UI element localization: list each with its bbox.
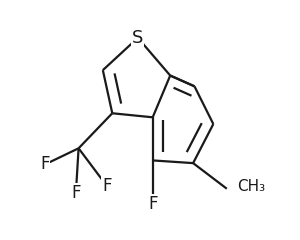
Text: F: F <box>148 195 158 213</box>
Text: F: F <box>102 177 112 195</box>
Text: CH₃: CH₃ <box>238 179 266 193</box>
Text: F: F <box>40 156 50 174</box>
Text: F: F <box>71 184 81 202</box>
Text: S: S <box>132 29 144 47</box>
